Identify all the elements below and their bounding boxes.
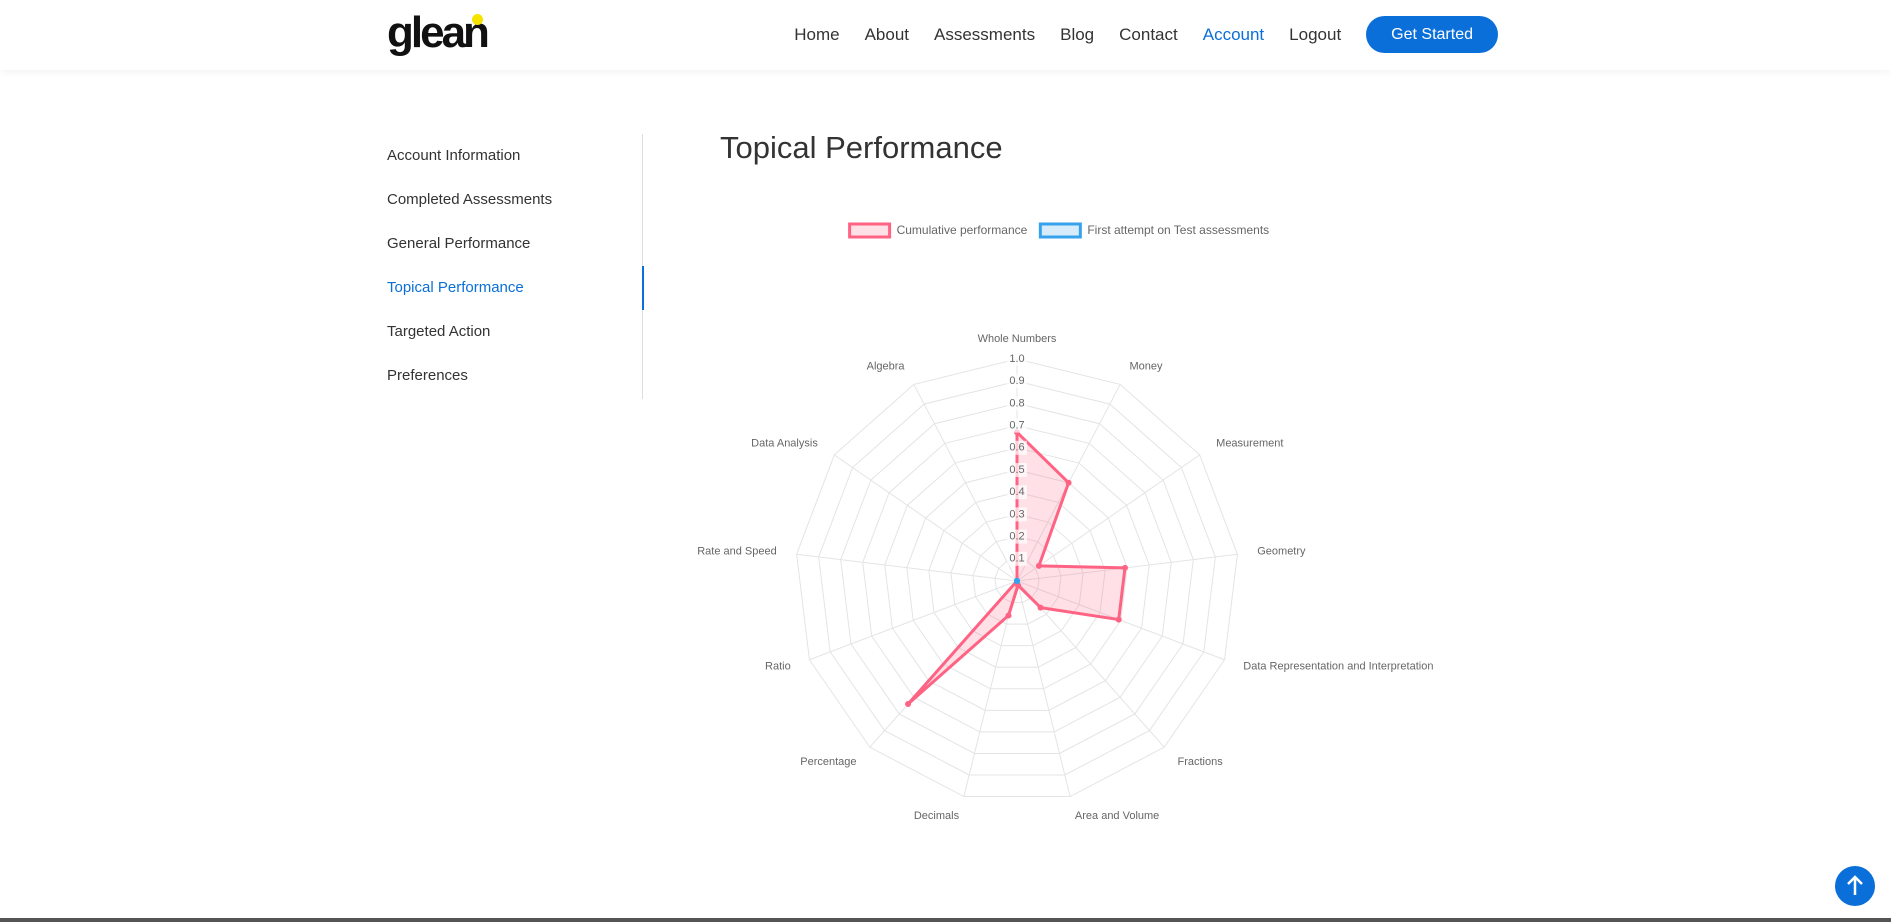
data-point <box>1121 564 1128 571</box>
r-tick-label: 0.4 <box>1009 486 1024 498</box>
grid-ring <box>928 491 1106 668</box>
logo-dot <box>472 14 483 25</box>
tick-label-bg <box>1007 529 1027 544</box>
r-tick-label: 0.1 <box>1009 553 1024 565</box>
spoke <box>834 454 1018 582</box>
data-point <box>905 700 912 707</box>
axis-label: Geometry <box>1257 546 1306 558</box>
main-nav: Home About Assessments Blog Contact Account Lo… <box>794 16 1498 53</box>
data-point <box>1005 612 1012 619</box>
grid-ring <box>994 558 1040 604</box>
axis-label: Percentage <box>800 756 856 768</box>
nav-link[interactable]: Assessments <box>934 24 1036 44</box>
axis-label: Data Analysis <box>751 437 818 449</box>
legend-swatch <box>848 222 892 239</box>
grid-ring <box>906 469 1128 690</box>
legend-label: First attempt on Test assessments <box>1087 223 1269 237</box>
axis-label: Data Representation and Interpretation <box>1243 661 1433 673</box>
sidebar-link[interactable]: Topical Performance <box>387 266 644 310</box>
nav-link[interactable]: Logout <box>1289 24 1342 44</box>
tick-label-bg <box>1007 463 1027 477</box>
axis-label: Ratio <box>765 661 791 673</box>
axis-label: Decimals <box>914 810 960 822</box>
axis-label: Measurement <box>1216 437 1283 449</box>
axis-label: Rate and Speed <box>697 546 777 558</box>
nav-link[interactable]: About <box>864 24 910 44</box>
data-point <box>1037 604 1044 611</box>
spoke <box>796 553 1018 582</box>
sidebar-link[interactable]: General Performance <box>387 235 531 252</box>
r-tick-label: 1.0 <box>1009 353 1024 365</box>
tick-label-bg <box>1007 396 1027 411</box>
grid-ring <box>950 513 1084 647</box>
r-tick-label: 0.9 <box>1009 375 1024 387</box>
nav-link[interactable]: Account <box>1202 24 1265 44</box>
grid-ring <box>840 402 1194 754</box>
grid-ring <box>972 536 1062 625</box>
tick-label-bg <box>1007 418 1027 433</box>
nav-link[interactable]: Contact <box>1119 24 1178 44</box>
get-started-button[interactable]: Get Started <box>1366 16 1498 53</box>
legend-swatch <box>1038 222 1082 239</box>
page-title: Topical Performance <box>720 130 1003 165</box>
top-bar: glean Home About Assessments Blog Contact Acc… <box>0 0 1891 70</box>
grid-ring <box>818 380 1216 776</box>
legend-label: Cumulative performance <box>897 223 1028 237</box>
sidebar-link[interactable]: Account Information <box>387 147 521 164</box>
tick-label-bg <box>1007 551 1027 566</box>
spoke <box>809 580 1018 661</box>
sidebar-link[interactable]: Preferences <box>387 367 468 384</box>
series <box>1014 578 1020 584</box>
axis-label: Algebra <box>867 361 906 373</box>
tick-label-bg <box>1007 507 1027 522</box>
grid-ring <box>884 447 1150 711</box>
nav-link[interactable]: Home <box>794 24 840 44</box>
r-tick-label: 0.7 <box>1009 420 1024 432</box>
r-tick-label: 0.3 <box>1009 508 1024 520</box>
data-point <box>1014 578 1020 584</box>
tick-label-bg <box>1007 374 1027 389</box>
axis-label: Area and Volume <box>1075 810 1159 822</box>
r-tick-label: 0.8 <box>1009 397 1024 409</box>
data-point <box>1115 616 1122 623</box>
sidebar-link[interactable]: Targeted Action <box>387 323 491 340</box>
sidebar-link[interactable]: Completed Assessments <box>387 191 553 208</box>
axis-label: Whole Numbers <box>978 333 1057 345</box>
axis-label: Money <box>1129 361 1163 373</box>
sidebar: Account Information Completed Assessments… <box>387 134 644 399</box>
tick-label-bg <box>1007 440 1027 455</box>
tick-label-bg <box>1007 352 1027 366</box>
grid-ring <box>862 425 1172 733</box>
footer-edge <box>0 918 1891 922</box>
r-tick-label: 0.5 <box>1009 464 1024 476</box>
spoke <box>1016 454 1200 582</box>
arrow-up-icon <box>1847 875 1863 895</box>
spoke <box>913 384 1018 582</box>
grid-ring <box>796 358 1238 798</box>
axis-label: Fractions <box>1177 756 1223 768</box>
nav-link[interactable]: Blog <box>1060 24 1095 44</box>
back-to-top[interactable] <box>1835 866 1875 906</box>
tick-label-bg <box>1007 485 1027 500</box>
data-point <box>1035 562 1042 569</box>
spoke <box>1016 580 1071 797</box>
data-point <box>1065 479 1072 486</box>
r-tick-label: 0.6 <box>1009 442 1024 454</box>
r-tick-label: 0.2 <box>1009 531 1024 543</box>
radar-chart: Whole Numbers Money Measurement Geometry Dat… <box>697 222 1433 822</box>
